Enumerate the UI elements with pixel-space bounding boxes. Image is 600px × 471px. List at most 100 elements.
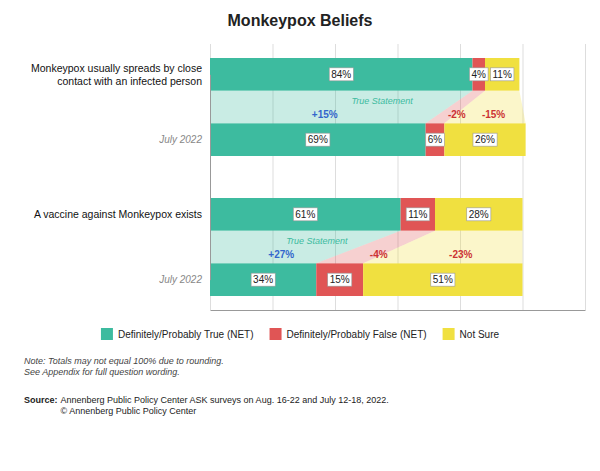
- data-label: 84%: [329, 68, 353, 81]
- data-label-text: 15%: [330, 274, 350, 285]
- source: Annenberg Public Policy Center ASK surve…: [61, 395, 389, 416]
- y-tick-label-line: Monkeypox usually spreads by close: [31, 62, 202, 74]
- data-label-box: [470, 68, 489, 81]
- data-label-box: [251, 273, 275, 286]
- y-tick: July 2022: [158, 134, 202, 145]
- y-tick: A vaccine against Monkeypox exists: [34, 208, 202, 220]
- bar: [210, 198, 401, 231]
- data-label-box: [467, 208, 491, 221]
- data-label-text: 69%: [308, 134, 328, 145]
- data-label: 69%: [306, 133, 330, 146]
- x-tick: [523, 44, 524, 310]
- bar: [426, 123, 445, 156]
- data-label-text: 26%: [475, 134, 495, 145]
- data-label-text: 4%: [472, 69, 487, 80]
- annotation: +15%: [312, 109, 338, 120]
- annotation: -23%: [449, 249, 472, 260]
- grid-line: [585, 44, 586, 310]
- data-label-text: 6%: [428, 134, 443, 145]
- annotation: True Statement: [351, 96, 413, 106]
- annotation: True Statement: [286, 236, 348, 246]
- data-label-box: [306, 133, 330, 146]
- legend: Definitely/Probably True (NET) Definitely…: [101, 328, 500, 340]
- x-tick: [210, 44, 211, 310]
- data-label: 34%: [251, 273, 275, 286]
- title: Monkeypox Beliefs: [228, 12, 373, 29]
- y-tick-label: Monkeypox usually spreads by closecontac…: [31, 62, 202, 87]
- plot-area: 84% 69% 61% 34% 4% 6% 11% 15% 11% 26% 28% 51% True S…: [31, 44, 586, 311]
- legend-item: Definitely/Probably True (NET): [101, 328, 254, 340]
- legend-label: Definitely/Probably False (NET): [287, 329, 427, 340]
- bar: [485, 58, 519, 91]
- data-label-box: [328, 273, 352, 286]
- legend-swatch: [443, 328, 455, 340]
- legend-label: Definitely/Probably True (NET): [118, 329, 254, 340]
- data-label: 6%: [426, 133, 445, 146]
- grid-line: [523, 44, 524, 310]
- y-axis-line: [210, 75, 211, 280]
- data-labels: 84% 69% 61% 34% 4% 6% 11% 15% 11% 26% 28% 51%: [251, 68, 514, 286]
- bar: [363, 263, 522, 296]
- annotation: -2%: [448, 109, 466, 120]
- data-label-box: [491, 68, 514, 81]
- source-label: Source:: [24, 395, 58, 405]
- note: Note: Totals may not equal 100% due to r…: [24, 356, 224, 377]
- annotation: +27%: [268, 249, 294, 260]
- change-band: [444, 91, 525, 124]
- data-label-box: [473, 133, 497, 146]
- marks: [210, 58, 526, 296]
- note-line: See Appendix for full question wording.: [24, 367, 180, 377]
- x-axis-line: [211, 310, 586, 311]
- data-label: 61%: [293, 208, 317, 221]
- legend-item: Not Sure: [443, 328, 500, 340]
- data-label: 15%: [328, 273, 352, 286]
- data-label-box: [293, 208, 317, 221]
- data-label: 28%: [467, 208, 491, 221]
- y-tick-label-line: July 2022: [158, 134, 202, 145]
- source-line: © Annenberg Public Policy Center: [61, 406, 197, 416]
- data-label-text: 34%: [253, 274, 273, 285]
- source-line: Annenberg Public Policy Center ASK surve…: [61, 395, 389, 405]
- y-tick-label-line: contact with an infected person: [57, 74, 202, 86]
- y-tick-label: A vaccine against Monkeypox exists: [34, 208, 202, 220]
- legend-item: Definitely/Probably False (NET): [270, 328, 427, 340]
- y-tick: Monkeypox usually spreads by closecontac…: [31, 62, 202, 87]
- y-tick-label-line: July 2022: [158, 274, 202, 285]
- data-label: 11%: [491, 68, 514, 81]
- bar: [210, 123, 426, 156]
- bar: [444, 123, 525, 156]
- y-tick: July 2022: [158, 274, 202, 285]
- y-tick-label-line: A vaccine against Monkeypox exists: [34, 208, 202, 220]
- bar: [316, 263, 363, 296]
- bar: [210, 263, 316, 296]
- y-axis: Monkeypox usually spreads by closecontac…: [31, 62, 211, 285]
- data-label-text: 61%: [295, 209, 315, 220]
- bar: [435, 198, 523, 231]
- data-label-text: 11%: [493, 69, 512, 80]
- data-label-box: [329, 68, 353, 81]
- y-tick-label: July 2022: [158, 134, 202, 145]
- bar: [210, 58, 473, 91]
- data-label: 51%: [431, 273, 455, 286]
- data-label-text: 28%: [469, 209, 489, 220]
- data-label-box: [431, 273, 455, 286]
- data-label-text: 11%: [408, 209, 427, 220]
- annotation: -4%: [370, 249, 388, 260]
- legend-swatch: [270, 328, 282, 340]
- data-label-text: 84%: [331, 69, 351, 80]
- change-band: [363, 231, 522, 264]
- annotations: True Statement+15%-2%-15%True Statement+…: [268, 96, 505, 259]
- data-label: 4%: [470, 68, 489, 81]
- chart: Monkeypox Beliefs 84% 69% 61% 34% 4% 6% 11% 15% 1…: [0, 0, 600, 471]
- data-label: 11%: [406, 208, 429, 221]
- note-line: Note: Totals may not equal 100% due to r…: [24, 356, 224, 366]
- y-tick-label: July 2022: [158, 274, 202, 285]
- bar: [401, 198, 435, 231]
- data-label: 26%: [473, 133, 497, 146]
- legend-swatch: [101, 328, 113, 340]
- grid-line: [210, 44, 211, 310]
- data-label-box: [406, 208, 429, 221]
- data-label-box: [426, 133, 445, 146]
- x-axis: [211, 44, 586, 311]
- data-label-text: 51%: [433, 274, 453, 285]
